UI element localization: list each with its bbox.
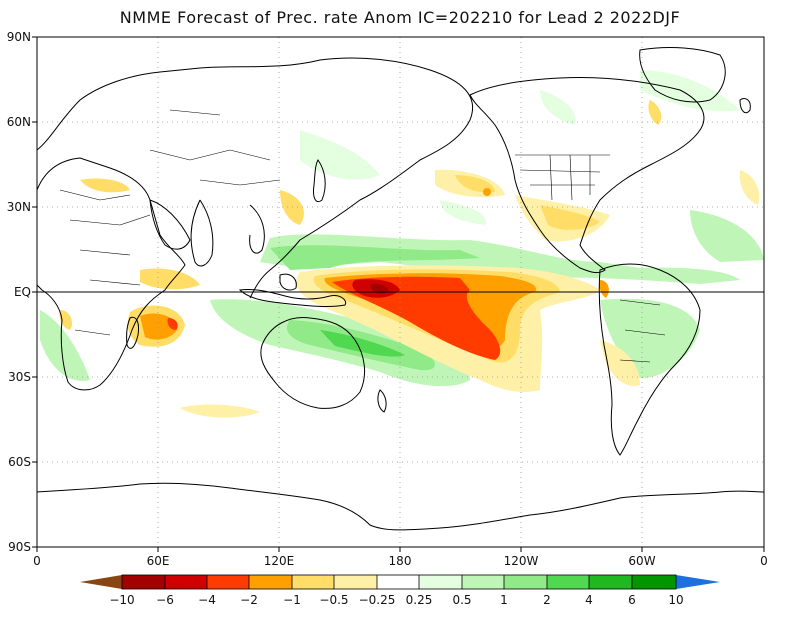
precip-anomaly-field xyxy=(40,70,764,418)
coast-eurasia xyxy=(37,57,474,299)
colorbar-label: −2 xyxy=(240,593,258,607)
colorbar-label: 0.5 xyxy=(452,593,471,607)
anomaly-band-negative xyxy=(455,175,495,193)
colorbar-segment xyxy=(462,575,504,589)
x-tick-label: 0 xyxy=(33,554,41,568)
colorbar-segment xyxy=(207,575,249,589)
coast-australia xyxy=(260,316,366,409)
coast-antarctica xyxy=(37,482,764,531)
colorbar-label: −4 xyxy=(198,593,216,607)
y-tick-label: 60N xyxy=(7,115,31,129)
y-tick-label: 90N xyxy=(7,30,31,44)
anomaly-band-negative xyxy=(140,268,200,290)
colorbar-label: 4 xyxy=(585,593,593,607)
anomaly-band-negative xyxy=(739,170,760,205)
colorbar-segment xyxy=(122,575,165,589)
y-tick-label: EQ xyxy=(14,285,31,299)
x-tick-label: 120W xyxy=(504,554,539,568)
colorbar: −10 −6 −4 −2 −1 −0.5 −0.25 0.25 0.5 1 2 … xyxy=(80,574,720,607)
anomaly-band-negative xyxy=(370,283,389,294)
y-axis-labels: 90N 60N 30N EQ 30S 60S 90S xyxy=(7,30,31,554)
colorbar-segment xyxy=(589,575,632,589)
x-tick-label: 120E xyxy=(264,554,295,568)
colorbar-segment xyxy=(419,575,462,589)
anomaly-band-positive xyxy=(440,200,486,225)
coast-africa xyxy=(37,157,186,391)
coast-greenland xyxy=(639,47,726,103)
colorbar-segment xyxy=(292,575,334,589)
anomaly-band-negative xyxy=(167,318,178,330)
colorbar-label: 1 xyxy=(500,593,508,607)
colorbar-lower-arrow xyxy=(80,575,122,589)
anomaly-band-negative xyxy=(600,340,640,386)
anomaly-band-positive xyxy=(540,90,576,125)
y-tick-label: 30N xyxy=(7,200,31,214)
colorbar-upper-arrow xyxy=(676,575,720,589)
y-tick-label: 60S xyxy=(8,455,31,469)
colorbar-segment xyxy=(334,575,377,589)
colorbar-segment xyxy=(165,575,207,589)
colorbar-segment xyxy=(249,575,292,589)
colorbar-label: −1 xyxy=(283,593,301,607)
anomaly-band-negative xyxy=(540,205,600,230)
coast-south-america xyxy=(598,263,701,456)
anomaly-spot-negative xyxy=(483,188,491,196)
coast-arabia xyxy=(149,199,191,250)
anomaly-band-positive xyxy=(40,310,90,381)
map-title: NMME Forecast of Prec. rate Anom IC=2022… xyxy=(119,8,681,27)
y-tick-label: 30S xyxy=(8,370,31,384)
anomaly-band-negative xyxy=(280,190,304,225)
coastlines xyxy=(37,47,764,531)
x-tick-label: 180 xyxy=(389,554,412,568)
colorbar-label: 10 xyxy=(668,593,683,607)
colorbar-segment xyxy=(632,575,676,589)
anomaly-band-positive xyxy=(320,330,405,357)
x-axis-labels: 0 60E 120E 180 120W 60W 0 xyxy=(33,554,768,568)
colorbar-label: 2 xyxy=(543,593,551,607)
anomaly-band-positive xyxy=(270,245,480,270)
colorbar-segment xyxy=(504,575,547,589)
x-tick-label: 60W xyxy=(628,554,655,568)
anomaly-band-negative xyxy=(648,100,662,125)
coast-japan xyxy=(313,159,326,203)
coast-borneo xyxy=(279,273,297,291)
colorbar-label: −0.5 xyxy=(319,593,348,607)
anomaly-band-negative xyxy=(180,404,260,418)
anomaly-band-positive xyxy=(260,234,740,284)
anomaly-band-positive xyxy=(300,130,380,180)
coast-north-america xyxy=(469,77,705,274)
anomaly-band-positive xyxy=(640,70,740,112)
anomaly-band-negative xyxy=(80,178,130,193)
coast-newzealand xyxy=(377,389,387,413)
colorbar-label: 6 xyxy=(628,593,636,607)
axis-ticks xyxy=(32,36,765,552)
colorbar-label: −0.25 xyxy=(359,593,396,607)
x-tick-label: 60E xyxy=(147,554,170,568)
anomaly-band-negative xyxy=(599,280,609,298)
colorbar-segment xyxy=(547,575,589,589)
anomaly-band-positive xyxy=(690,210,764,262)
coast-indonesia xyxy=(238,289,347,308)
x-tick-label: 0 xyxy=(760,554,768,568)
colorbar-segment xyxy=(377,575,419,589)
colorbar-label: −6 xyxy=(156,593,174,607)
y-tick-label: 90S xyxy=(8,540,31,554)
colorbar-label: −10 xyxy=(109,593,134,607)
coast-madagascar xyxy=(126,316,139,349)
country-borders xyxy=(59,109,666,363)
coast-uk xyxy=(739,97,751,114)
anomaly-band-negative xyxy=(59,310,72,330)
colorbar-label: 0.25 xyxy=(406,593,433,607)
